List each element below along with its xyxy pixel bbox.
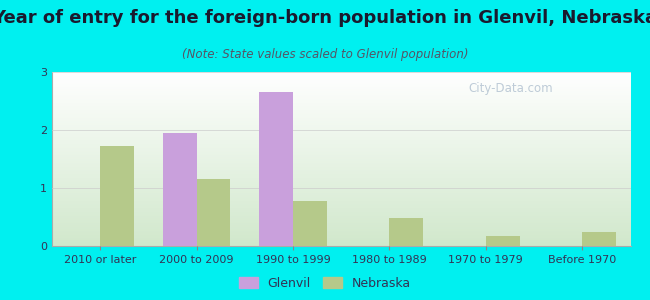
Bar (196, 179, 230, 246)
Bar (100, 146, 134, 246)
Bar (486, 236, 519, 246)
Bar (163, 133, 196, 246)
Text: (Note: State values scaled to Glenvil population): (Note: State values scaled to Glenvil po… (182, 48, 468, 61)
Text: Year of entry for the foreign-born population in Glenvil, Nebraska: Year of entry for the foreign-born popul… (0, 9, 650, 27)
Text: City-Data.com: City-Data.com (469, 82, 553, 95)
Legend: Glenvil, Nebraska: Glenvil, Nebraska (235, 273, 415, 294)
Bar (582, 232, 616, 246)
Bar (389, 218, 423, 246)
Bar (259, 92, 293, 246)
Bar (293, 201, 327, 246)
